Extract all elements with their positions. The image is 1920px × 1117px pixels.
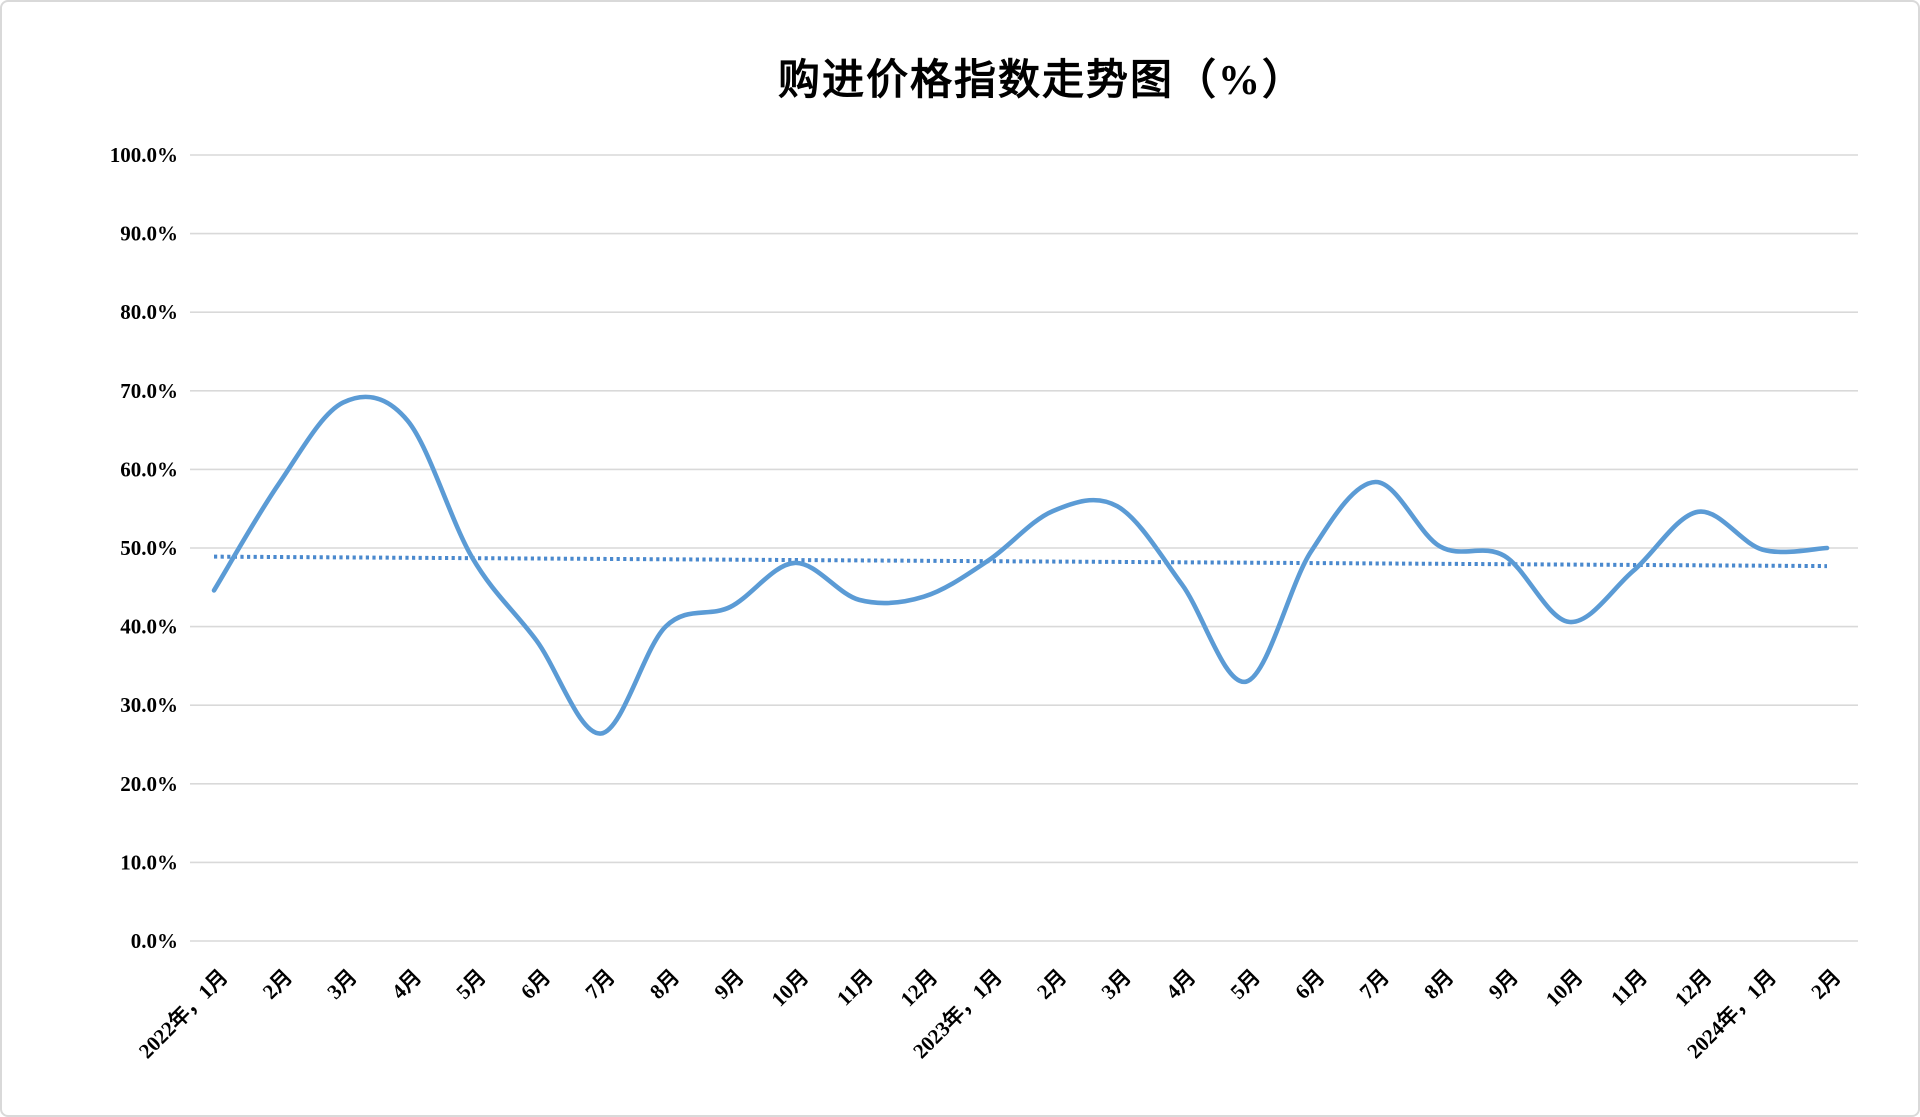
- x-tick-label: 4月: [387, 965, 426, 1004]
- y-tick-label: 40.0%: [120, 615, 178, 639]
- x-tick-label: 2022年，1月: [134, 965, 233, 1064]
- y-tick-label: 0.0%: [131, 929, 178, 953]
- y-tick-label: 70.0%: [120, 379, 178, 403]
- x-tick-label: 5月: [1226, 965, 1265, 1004]
- x-tick-label: 3月: [1097, 965, 1136, 1004]
- x-tick-label: 2月: [258, 965, 297, 1004]
- chart-title: 购进价格指数走势图（%）: [777, 58, 1306, 104]
- x-tick-label: 2月: [1032, 965, 1071, 1004]
- x-tick-label: 2月: [1806, 965, 1845, 1004]
- x-axis-labels: 2022年，1月 2月 3月 4月 5月 6月 7月 8月 9月 10月 11月 12月2023年，1…: [134, 965, 1846, 1064]
- y-tick-label: 30.0%: [120, 693, 178, 717]
- x-tick-label: 10月: [767, 965, 814, 1012]
- y-tick-label: 100.0%: [110, 143, 178, 167]
- x-tick-label: 11月: [1606, 965, 1652, 1011]
- x-tick-label: 4月: [1161, 965, 1200, 1004]
- x-tick-label: 7月: [580, 965, 619, 1004]
- x-tick-label: 8月: [1419, 965, 1458, 1004]
- x-tick-label: 9月: [709, 965, 748, 1004]
- y-gridlines: [190, 154, 1858, 942]
- y-axis-labels: 0.0% 10.0% 20.0% 30.0% 40.0% 50.0% 60.0% 70.0% 8…: [110, 143, 178, 953]
- x-tick-label: 3月: [322, 965, 361, 1004]
- x-tick-label: 7月: [1355, 965, 1394, 1004]
- y-tick-label: 20.0%: [120, 772, 178, 796]
- y-tick-label: 60.0%: [120, 457, 178, 481]
- x-tick-label: 10月: [1541, 965, 1588, 1012]
- y-tick-label: 90.0%: [120, 222, 178, 246]
- x-tick-label: 8月: [645, 965, 684, 1004]
- x-tick-label: 6月: [1290, 965, 1329, 1004]
- y-tick-label: 10.0%: [120, 850, 178, 874]
- x-tick-label: 12月: [1670, 965, 1717, 1012]
- y-tick-label: 80.0%: [120, 300, 178, 324]
- data-series-line: [211, 394, 1830, 736]
- x-tick-label: 12月: [896, 965, 943, 1012]
- trendline: [213, 554, 1828, 569]
- x-tick-label: 11月: [832, 965, 878, 1011]
- x-tick-label: 9月: [1484, 965, 1523, 1004]
- y-tick-label: 50.0%: [120, 536, 178, 560]
- x-tick-label: 6月: [516, 965, 555, 1004]
- x-tick-label: 5月: [451, 965, 490, 1004]
